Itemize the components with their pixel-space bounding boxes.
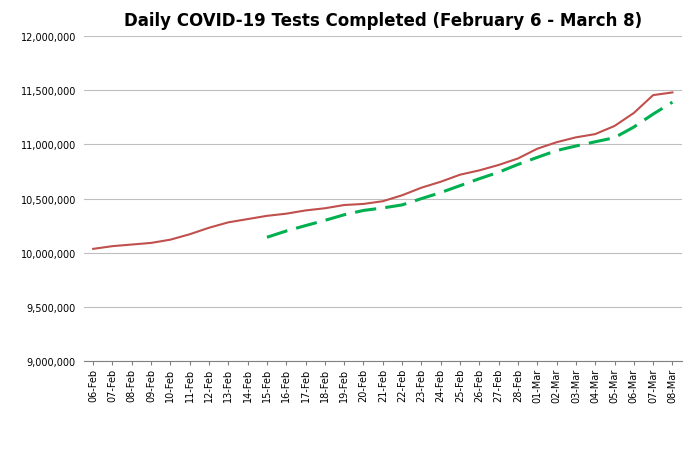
Title: Daily COVID-19 Tests Completed (February 6 - March 8): Daily COVID-19 Tests Completed (February… [124, 12, 642, 30]
